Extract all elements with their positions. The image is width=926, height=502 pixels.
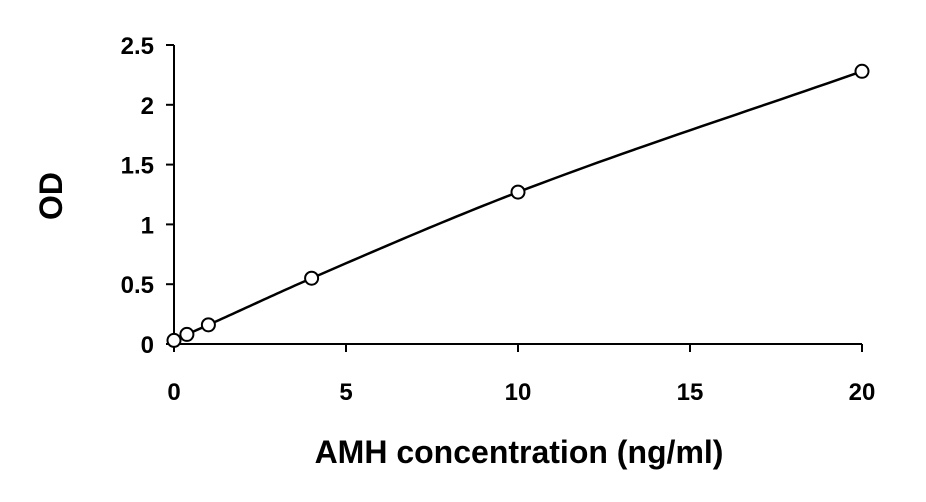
x-tick-label: 20 <box>849 379 876 406</box>
fit-curve <box>173 70 863 342</box>
data-point-marker <box>304 270 320 286</box>
fit-curve-layer <box>173 70 863 342</box>
data-point-marker <box>200 317 216 333</box>
data-point-marker <box>179 326 195 342</box>
y-tick-label: 2.5 <box>121 33 154 60</box>
x-tick-label: 0 <box>167 379 180 406</box>
y-tick-label: 0 <box>141 332 154 359</box>
y-axis-title: OD <box>33 172 69 220</box>
tick-labels: 0 0.5 1 1.5 2 2.5 0 5 10 15 20 <box>121 33 876 406</box>
x-tick-label: 10 <box>505 379 532 406</box>
y-tick-label: 1.5 <box>121 153 154 180</box>
x-axis-title: AMH concentration (ng/ml) <box>315 434 724 470</box>
data-point-marker <box>854 63 870 79</box>
x-tick-label: 15 <box>677 379 704 406</box>
axis-ticks <box>166 44 863 352</box>
x-tick-label: 5 <box>339 379 352 406</box>
y-tick-label: 0.5 <box>121 272 154 299</box>
y-tick-label: 1 <box>141 212 154 239</box>
data-point-marker <box>166 332 182 348</box>
data-point-marker <box>510 184 526 200</box>
y-tick-label: 2 <box>141 93 154 120</box>
data-points <box>166 63 870 348</box>
